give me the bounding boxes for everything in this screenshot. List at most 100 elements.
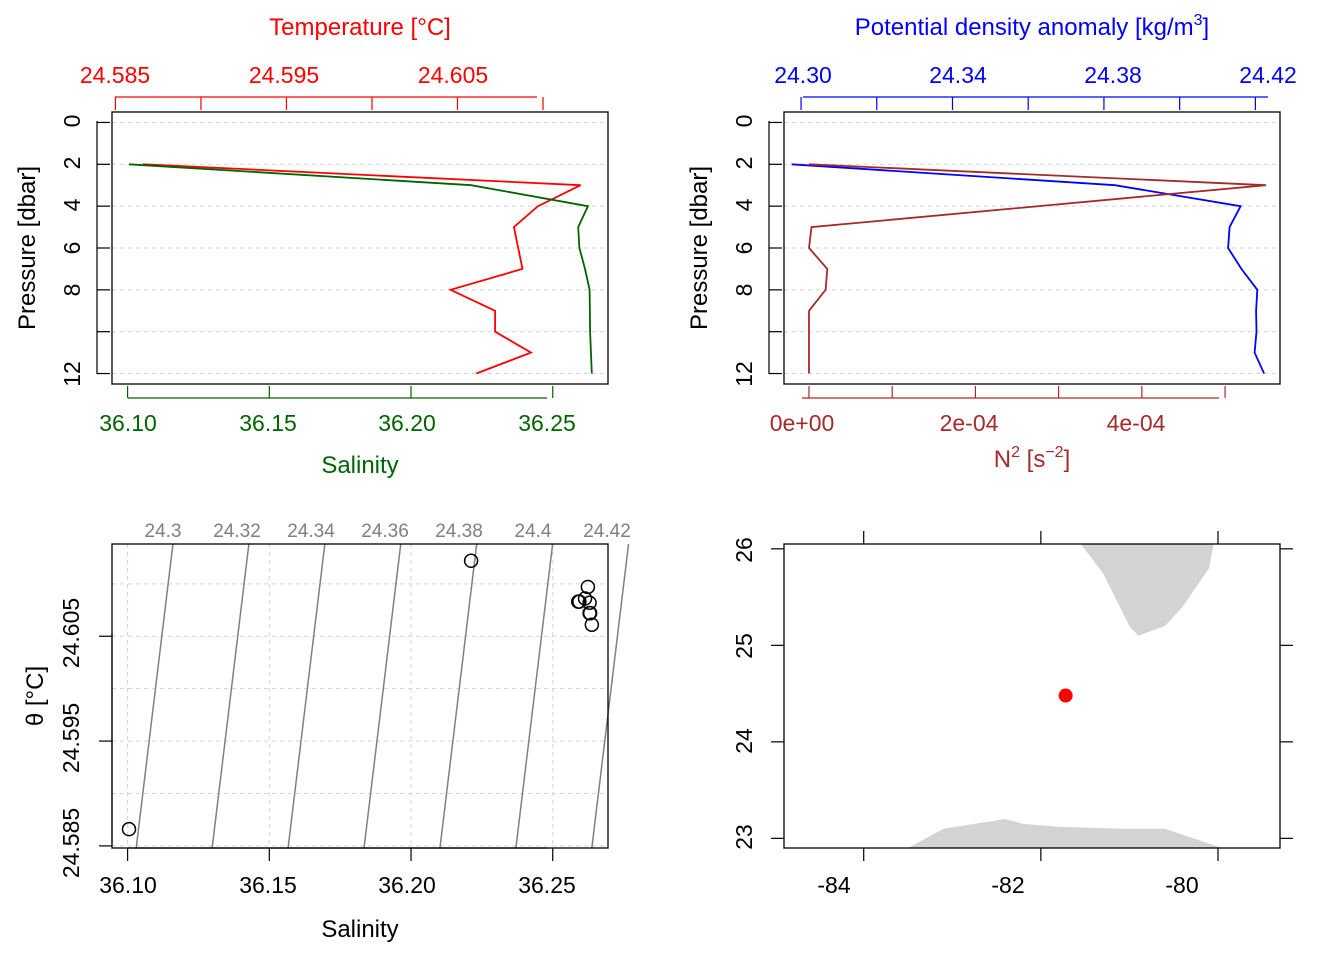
p2-grid: [784, 121, 1280, 375]
p2-bottom-title-end: ]: [1064, 446, 1071, 473]
p4-land-polygon: [908, 819, 1223, 848]
panel-density-n2-profile: 24.30 24.34 24.38 24.42 Potential densit…: [686, 12, 1297, 473]
p1-left-ticks: [97, 121, 110, 375]
p1-top-tick-label: 24.605: [418, 62, 488, 88]
p2-left-axis: 0 2 4 6 8 12 Pressure [dbar]: [686, 115, 782, 387]
p3-isopycnal-line: [591, 543, 630, 849]
p2-n2-line: [808, 163, 1266, 374]
p1-lines: [128, 163, 593, 375]
p1-bottom-ticks: [126, 386, 554, 398]
p3-grid: [112, 544, 608, 848]
p1-left-tick-label: 8: [59, 284, 85, 297]
p3-left-tick-label: 24.605: [58, 598, 84, 668]
p4-bottom-tick-label: -84: [817, 872, 850, 898]
p1-bottom-tick-label: 36.10: [99, 410, 157, 436]
p1-left-tick-label: 2: [59, 157, 85, 170]
panel-temperature-salinity-profile: 24.585 24.595 24.605 Temperature [°C] 36…: [14, 14, 609, 479]
p1-bottom-tick-label: 36.25: [518, 410, 576, 436]
p3-bottom-ticks: [126, 848, 554, 861]
p2-bottom-axis-title: N2 [s−2]: [994, 444, 1071, 473]
p2-bottom-tick-label: 0e+00: [770, 410, 835, 436]
p1-salinity-line: [128, 163, 593, 374]
p2-top-title-end: ]: [1203, 14, 1210, 41]
p3-point: [584, 617, 600, 632]
p1-left-tick-label: 4: [59, 198, 85, 211]
p3-bottom-axis: 36.10 36.15 36.20 36.25 Salinity: [99, 847, 576, 943]
p2-top-tick-label: 24.38: [1084, 62, 1142, 88]
p4-bottom-tick-label: -80: [1165, 872, 1198, 898]
p2-left-tick-label: 4: [731, 198, 757, 211]
p2-left-tick-label: 8: [731, 284, 757, 297]
p2-bottom-title-sup1: 2: [1011, 444, 1020, 461]
p3-isopycnal-line: [287, 543, 326, 849]
p1-left-tick-label: 12: [59, 361, 85, 387]
p3-isopycnal-label: 24.4: [515, 521, 552, 542]
p3-isopycnal-label: 24.42: [583, 521, 631, 542]
p2-left-tick-label: 0: [731, 115, 757, 128]
p4-frame: [783, 543, 1281, 849]
p3-isopycnal-label: 24.36: [361, 521, 409, 542]
p2-bottom-tick-label: 2e-04: [940, 410, 999, 436]
p3-isopycnal-label: 24.34: [287, 521, 335, 542]
p3-isopycnal-label: 24.38: [435, 521, 483, 542]
p2-top-tick-label: 24.34: [929, 62, 987, 88]
p2-top-axis: 24.30 24.34 24.38 24.42 Potential densit…: [774, 12, 1297, 110]
p3-bottom-tick-label: 36.15: [239, 872, 297, 898]
p4-land-polygon: [1080, 544, 1214, 636]
p1-top-axis: 24.585 24.595 24.605 Temperature [°C]: [80, 14, 544, 110]
p1-grid: [112, 121, 608, 375]
p1-left-axis-title: Pressure [dbar]: [14, 166, 41, 330]
p2-left-ticks: [769, 121, 782, 375]
p1-temperature-line: [142, 163, 581, 375]
panel-station-map: -84 -82 -80 23 24 25 26: [731, 531, 1293, 898]
p1-bottom-axis-title: Salinity: [321, 452, 398, 479]
p1-left-tick-label: 0: [59, 115, 85, 128]
p3-left-axis-title: θ [°C]: [22, 666, 49, 726]
p3-left-tick-label: 24.585: [58, 808, 84, 878]
p3-left-ticks: [99, 635, 112, 847]
p3-isopycnal-label: 24.3: [145, 521, 182, 542]
p3-isopycnal-line: [515, 543, 554, 849]
p3-point: [577, 591, 593, 606]
p2-left-tick-label: 12: [731, 361, 757, 387]
panel-ts-diagram: 24.3 24.32 24.34 24.36 24.38 24.4 24.42 …: [22, 521, 631, 943]
p2-top-axis-title: Potential density anomaly [kg/m3]: [855, 12, 1209, 41]
p2-bottom-title-base: N: [994, 446, 1011, 473]
p4-bottom-tick-label: -82: [991, 872, 1024, 898]
p1-left-tick-label: 6: [59, 242, 85, 255]
p1-top-axis-title: Temperature [°C]: [269, 14, 451, 41]
p3-isopycnal-line: [439, 543, 478, 849]
p2-bottom-ticks: [808, 386, 1226, 398]
p4-left-tick-label: 23: [731, 824, 757, 850]
p2-frame: [783, 111, 1281, 385]
p3-point: [582, 605, 598, 621]
p3-bottom-tick-label: 36.20: [378, 872, 436, 898]
p1-bottom-tick-label: 36.15: [239, 410, 297, 436]
p4-left-tick-label: 25: [731, 633, 757, 659]
p2-top-tick-label: 24.30: [774, 62, 832, 88]
p1-top-ticks: [114, 97, 544, 110]
p3-points: [121, 553, 600, 837]
p2-lines: [791, 163, 1266, 374]
p2-top-title-main: Potential density anomaly [kg/m: [855, 14, 1194, 41]
p4-land: [908, 544, 1223, 848]
p1-top-tick-label: 24.585: [80, 62, 150, 88]
p3-bottom-tick-label: 36.25: [518, 872, 576, 898]
p3-left-axis: 24.585 24.595 24.605 θ [°C]: [22, 598, 113, 878]
p3-point: [463, 553, 479, 569]
p4-bottom-axis: -84 -82 -80: [817, 872, 1198, 898]
p2-top-title-sup: 3: [1194, 12, 1203, 29]
p4-station: [1058, 688, 1073, 703]
p3-left-tick-label: 24.595: [58, 703, 84, 773]
p3-point: [582, 595, 597, 610]
p3-isopycnal-label: 24.32: [213, 521, 261, 542]
p2-top-ticks: [800, 97, 1256, 110]
p2-bottom-title-mid: [s: [1020, 446, 1045, 473]
p3-isopycnal-line: [135, 543, 174, 849]
p3-bottom-tick-label: 36.10: [99, 872, 157, 898]
p2-top-tick-label: 24.42: [1239, 62, 1297, 88]
p3-isopycnals: [135, 543, 630, 849]
p4-left-tick-label: 24: [731, 728, 757, 754]
p4-left-tick-label: 26: [731, 537, 757, 563]
